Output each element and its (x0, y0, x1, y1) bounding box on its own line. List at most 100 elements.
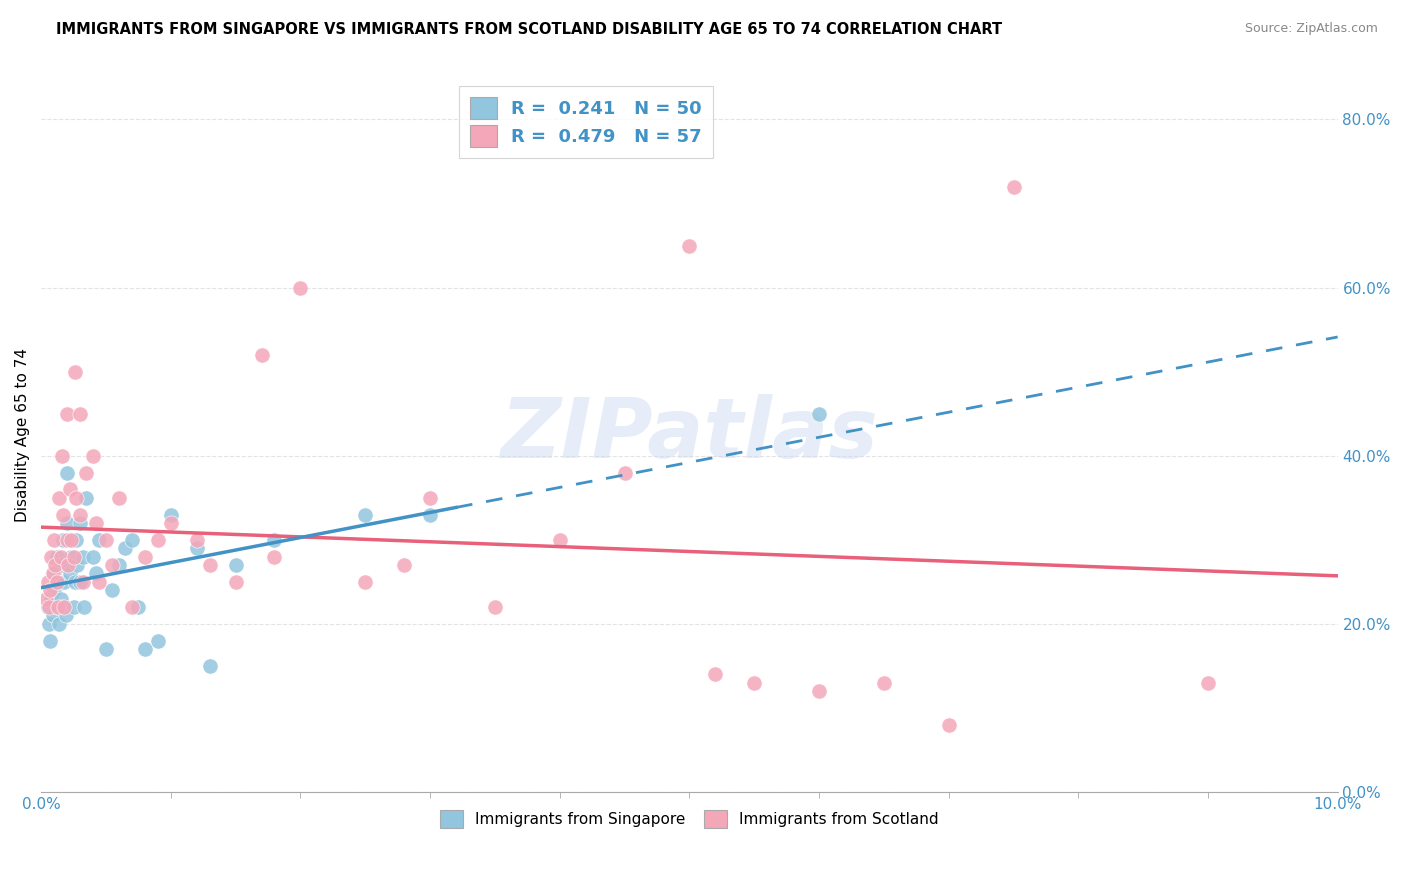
Point (59, 566, 82, 581)
Point (419, 491, 441, 505)
Point (69, 508, 91, 522)
Point (62, 549, 84, 564)
Point (72, 549, 94, 564)
Point (108, 558, 131, 572)
Point (198, 558, 221, 572)
Point (66, 558, 89, 572)
Point (38, 600, 60, 615)
Text: IMMIGRANTS FROM SINGAPORE VS IMMIGRANTS FROM SCOTLAND DISABILITY AGE 65 TO 74 CO: IMMIGRANTS FROM SINGAPORE VS IMMIGRANTS … (56, 22, 1002, 37)
Point (51, 449, 73, 463)
Point (76, 491, 98, 505)
Point (354, 508, 377, 522)
Point (41, 591, 63, 606)
Point (39, 633, 62, 648)
Point (938, 717, 960, 731)
Point (263, 533, 285, 547)
Point (44, 558, 66, 572)
Point (89, 574, 111, 589)
Point (56, 516, 79, 530)
Point (159, 516, 181, 530)
Point (1002, 179, 1025, 194)
Point (94, 642, 117, 657)
Point (94, 533, 117, 547)
Point (42, 533, 65, 547)
Point (56, 533, 79, 547)
Point (48, 491, 70, 505)
Point (134, 642, 156, 657)
Point (121, 600, 143, 615)
Point (46, 574, 69, 589)
Point (808, 684, 831, 698)
Point (65, 491, 87, 505)
Point (121, 533, 143, 547)
Point (53, 600, 76, 615)
Point (613, 466, 636, 480)
Point (548, 533, 571, 547)
Point (69, 574, 91, 589)
Point (82, 549, 104, 564)
Point (146, 633, 169, 648)
Point (42, 583, 65, 598)
Point (742, 675, 765, 690)
Point (58, 558, 80, 572)
Point (72, 574, 94, 589)
Point (45, 574, 67, 589)
Legend: Immigrants from Singapore, Immigrants from Scotland: Immigrants from Singapore, Immigrants fr… (434, 804, 945, 834)
Point (46, 600, 69, 615)
Point (1197, 675, 1219, 690)
Point (63, 365, 86, 379)
Point (49, 558, 72, 572)
Point (59, 483, 82, 497)
Point (52, 508, 75, 522)
Point (84, 516, 107, 530)
Point (37, 600, 59, 615)
Point (41, 549, 63, 564)
Point (35, 591, 58, 606)
Point (134, 549, 156, 564)
Point (198, 658, 221, 673)
Point (56, 407, 79, 421)
Point (69, 407, 91, 421)
Point (59, 533, 82, 547)
Point (73, 600, 96, 615)
Point (52, 533, 75, 547)
Point (82, 449, 104, 463)
Point (49, 591, 72, 606)
Point (53, 574, 76, 589)
Point (186, 541, 208, 556)
Point (225, 574, 247, 589)
Point (42, 566, 65, 581)
Point (62, 600, 84, 615)
Point (186, 533, 208, 547)
Point (484, 600, 506, 615)
Point (48, 616, 70, 631)
Point (56, 466, 79, 480)
Point (392, 558, 415, 572)
Point (37, 574, 59, 589)
Point (101, 558, 124, 572)
Point (146, 533, 169, 547)
Point (808, 407, 831, 421)
Point (225, 558, 247, 572)
Point (45, 600, 67, 615)
Point (89, 533, 111, 547)
Point (704, 667, 727, 681)
Text: ZIPatlas: ZIPatlas (501, 394, 879, 475)
Text: Source: ZipAtlas.com: Source: ZipAtlas.com (1244, 22, 1378, 36)
Point (58, 558, 80, 572)
Point (114, 541, 136, 556)
Point (678, 238, 700, 252)
Point (101, 583, 124, 598)
Point (354, 574, 377, 589)
Point (873, 675, 896, 690)
Point (45, 549, 67, 564)
Point (55, 608, 77, 623)
Point (76, 466, 98, 480)
Point (42, 608, 65, 623)
Point (65, 533, 87, 547)
Point (290, 280, 312, 294)
Point (51, 600, 73, 615)
Point (250, 348, 273, 362)
Point (69, 516, 91, 530)
Point (42, 566, 65, 581)
